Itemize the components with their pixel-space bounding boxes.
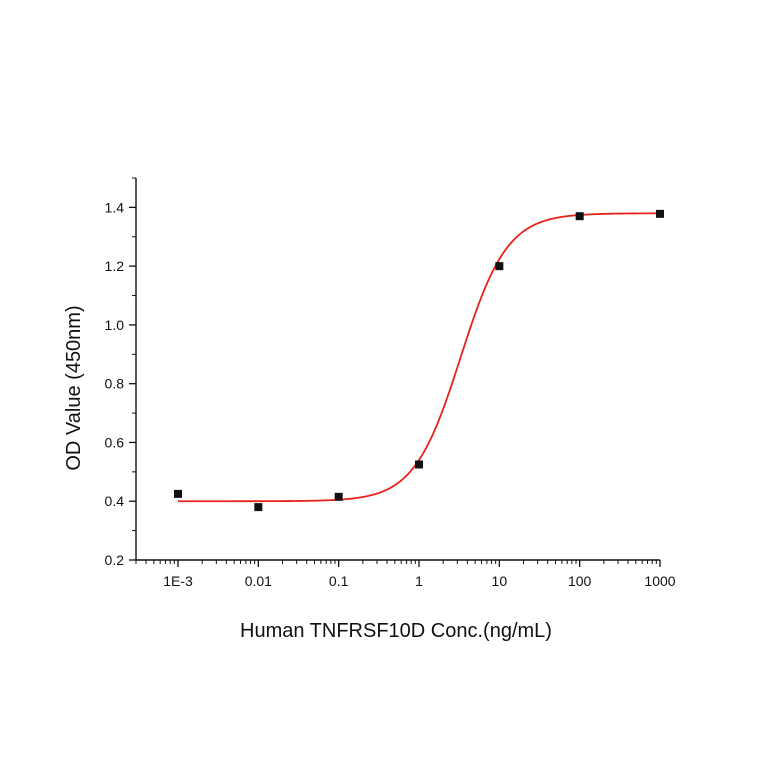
axes [135,178,660,561]
y-tick-label: 1.4 [105,199,125,215]
data-point [575,212,584,221]
data-point [174,489,183,498]
data-point [656,209,664,218]
y-tick-label: 0.6 [105,434,125,450]
y-tick-label: 1.0 [105,317,125,333]
y-tick-label: 1.2 [105,258,125,274]
y-ticks: 0.2 0.4 0.6 0.8 1.0 1.2 1.4 [105,177,136,568]
x-axis-title: Human TNFRSF10D Conc.(ng/mL) [240,620,552,642]
data-point [495,262,504,271]
x-tick-label: 1000 [644,573,675,589]
y-axis-title: OD Value (450nm) [63,305,85,470]
data-point [415,460,424,469]
data-point [254,503,263,512]
x-tick-label: 0.1 [329,573,349,589]
y-tick-label: 0.8 [105,376,125,392]
y-tick-label: 0.4 [105,493,125,509]
x-tick-label: 100 [568,573,592,589]
fit-curve [178,212,660,503]
data-point [334,492,343,501]
x-tick-label: 1 [415,573,423,589]
y-tick-label: 0.2 [105,552,125,568]
x-ticks: 1E-3 0.01 0.1 1 10 100 1000 [135,560,676,589]
x-tick-label: 1E-3 [163,573,193,589]
x-tick-label: 10 [492,573,508,589]
data-points [174,209,664,512]
x-tick-label: 0.01 [245,573,272,589]
